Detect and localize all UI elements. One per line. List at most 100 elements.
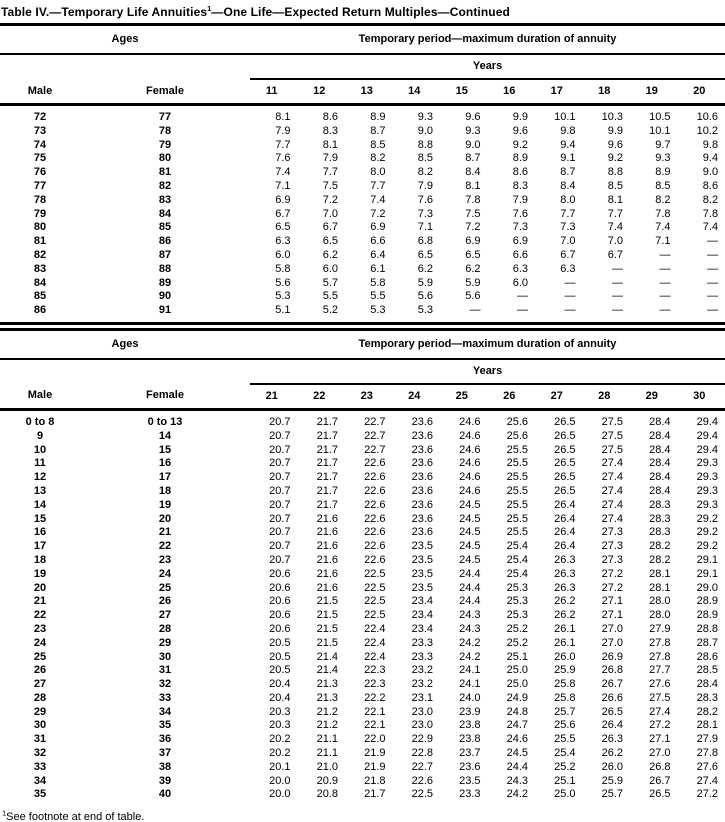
multiple-value-cell: —	[707, 235, 719, 248]
multiple-value-cell: 29.2	[696, 540, 719, 553]
multiple-value-cell: 28.2	[649, 553, 671, 566]
multiple-value-cell: 10.1	[554, 111, 576, 123]
multiple-value-cell: 7.7	[322, 166, 338, 179]
female-age-cell: 84	[158, 207, 172, 220]
table-row: 74 79 7.7 8.1 8.5 8.8 9.0 9.2 9.4 9.6 9.7 9.8	[0, 139, 725, 153]
multiple-value-cell: 26.5	[554, 457, 576, 470]
multiple-value-cell: 9.4	[702, 152, 719, 165]
multiple-value-cell: 26.4	[554, 498, 576, 511]
multiple-value-cell: 23.6	[411, 443, 433, 456]
table-row: 72 77 8.1 8.6 8.9 9.3 9.6 9.9 10.1 10.3 10.5 10.6	[0, 105, 725, 125]
table-row: 23 28 20.6 21.5 22.4 23.4 24.3 25.2 26.1 27.0 27.9…	[0, 623, 725, 637]
multiple-value-cell: 8.4	[560, 179, 576, 192]
multiple-value-cell: 27.2	[601, 567, 623, 580]
table-row: 32 37 20.2 21.1 21.9 22.8 23.7 24.5 25.4 26.2 27.0…	[0, 747, 725, 761]
multiple-value-cell: 6.5	[275, 221, 291, 234]
annuity-table-years-11-20: Ages Temporary period—maximum duration o…	[0, 23, 725, 325]
table-row: 82 87 6.0 6.2 6.4 6.5 6.5 6.6 6.7 6.7 — —	[0, 249, 725, 263]
multiple-value-cell: 29.1	[696, 567, 719, 580]
table-row: 85 90 5.3 5.5 5.5 5.6 5.6 — — — — —	[0, 290, 725, 304]
table-row: 25 30 20.5 21.4 22.4 23.3 24.2 25.1 26.0 26.9 27.8…	[0, 651, 725, 665]
multiple-value-cell: 9.2	[607, 152, 623, 165]
multiple-value-cell: 28.2	[696, 705, 719, 718]
male-age-cell: 15	[33, 512, 47, 525]
multiple-value-cell: 9.6	[512, 124, 528, 137]
multiple-value-cell: 5.6	[465, 290, 481, 303]
year-column-header: 18	[582, 79, 630, 106]
multiple-value-cell: 26.5	[554, 429, 576, 442]
table-row: 29 34 20.3 21.2 22.1 23.0 23.9 24.8 25.7 26.5 27.4…	[0, 706, 725, 720]
male-age-cell: 10	[33, 443, 47, 456]
multiple-value-cell: 24.1	[459, 664, 481, 677]
male-age-cell: 32	[33, 747, 47, 760]
female-age-cell: 22	[158, 540, 172, 553]
year-column-header: 22	[297, 383, 345, 411]
multiple-value-cell: 5.3	[417, 304, 433, 317]
multiple-value-cell: 7.7	[560, 207, 576, 220]
multiple-value-cell: 24.6	[459, 471, 481, 484]
table-row: 26 31 20.5 21.4 22.3 23.2 24.1 25.0 25.9 26.8 27.7…	[0, 664, 725, 678]
table-row: 9 14 20.7 21.7 22.7 23.6 24.6 25.6 26.5 27.5 28.4 2…	[0, 430, 725, 444]
multiple-value-cell: 23.4	[411, 595, 433, 608]
table-row: 80 85 6.5 6.7 6.9 7.1 7.2 7.3 7.3 7.4 7.4 7.4	[0, 221, 725, 235]
multiple-value-cell: 8.2	[370, 152, 386, 165]
year-column-header: 20	[677, 79, 725, 106]
male-age-cell: 86	[33, 304, 47, 317]
table-body-years-11-20: 72 77 8.1 8.6 8.9 9.3 9.6 9.9 10.1 10.3 10.5 10.6 73…	[0, 105, 725, 324]
multiple-value-cell: 28.7	[696, 636, 719, 649]
multiple-value-cell: 5.7	[322, 276, 338, 289]
multiple-value-cell: 29.1	[696, 553, 719, 566]
table-title-footnote-marker: 1	[207, 4, 212, 13]
multiple-value-cell: 23.3	[459, 788, 481, 801]
female-age-cell: 35	[158, 719, 172, 732]
multiple-value-cell: —	[564, 290, 576, 303]
male-age-cell: 31	[33, 733, 47, 746]
multiple-value-cell: 27.4	[601, 484, 623, 497]
multiple-value-cell: 23.6	[411, 415, 433, 428]
female-age-cell: 36	[158, 733, 172, 746]
multiple-value-cell: —	[564, 276, 576, 289]
multiple-value-cell: 21.6	[316, 512, 338, 525]
multiple-value-cell: 5.6	[275, 276, 291, 289]
annuity-table-2: Ages Temporary period—maximum duration o…	[0, 330, 725, 806]
male-age-cell: 77	[33, 179, 47, 192]
multiple-value-cell: 8.2	[702, 193, 719, 206]
multiple-value-cell: 20.6	[269, 622, 291, 635]
multiple-value-cell: 27.5	[601, 443, 623, 456]
multiple-value-cell: 29.4	[696, 429, 719, 442]
male-age-cell: 18	[33, 553, 47, 566]
multiple-value-cell: 6.4	[370, 248, 386, 261]
multiple-value-cell: 27.7	[649, 664, 671, 677]
multiple-value-cell: 6.1	[370, 262, 386, 275]
multiple-value-cell: 6.5	[322, 235, 338, 248]
multiple-value-cell: 28.6	[696, 650, 719, 663]
multiple-value-cell: 23.5	[459, 774, 481, 787]
year-column-header: 29	[630, 383, 678, 411]
multiple-value-cell: 25.3	[506, 595, 528, 608]
female-age-cell: 40	[158, 788, 172, 801]
multiple-value-cell: 25.6	[506, 415, 528, 428]
multiple-value-cell: 23.5	[411, 581, 433, 594]
multiple-value-cell: 28.3	[696, 691, 719, 704]
multiple-value-cell: 7.8	[655, 207, 671, 220]
multiple-value-cell: 7.4	[702, 221, 719, 234]
multiple-value-cell: 25.7	[554, 705, 576, 718]
multiple-value-cell: 26.2	[554, 595, 576, 608]
multiple-value-cell: 6.0	[275, 248, 291, 261]
male-age-cell: 30	[33, 719, 47, 732]
multiple-value-cell: 22.7	[411, 760, 433, 773]
multiple-value-cell: 21.7	[316, 498, 338, 511]
multiple-value-cell: 20.7	[269, 457, 291, 470]
multiple-value-cell: 25.5	[554, 733, 576, 746]
multiple-value-cell: 24.2	[506, 788, 528, 801]
multiple-value-cell: 28.4	[696, 678, 719, 691]
multiple-value-cell: 7.1	[655, 235, 671, 248]
multiple-value-cell: 22.4	[364, 636, 386, 649]
multiple-value-cell: 20.8	[316, 788, 338, 801]
multiple-value-cell: 8.6	[702, 179, 719, 192]
multiple-value-cell: 25.0	[554, 788, 576, 801]
multiple-value-cell: 8.1	[465, 179, 481, 192]
multiple-value-cell: 21.5	[316, 595, 338, 608]
multiple-value-cell: 27.8	[649, 636, 671, 649]
multiple-value-cell: 9.8	[702, 138, 719, 151]
